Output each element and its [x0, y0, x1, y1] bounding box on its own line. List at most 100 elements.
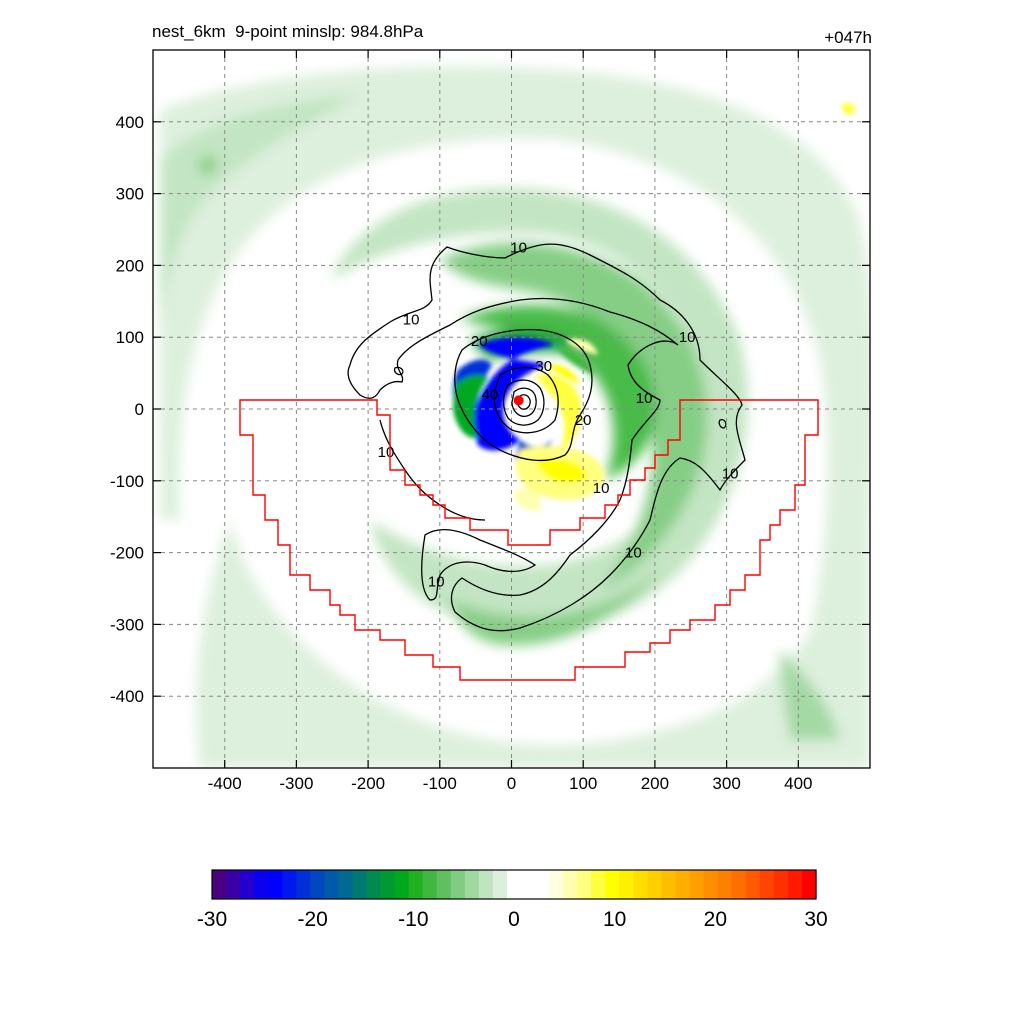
- plot-title: nest_6km 9-point minslp: 984.8hPa: [152, 22, 424, 41]
- colorbar-swatch: [310, 870, 325, 899]
- y-tick-label: -300: [110, 615, 144, 634]
- colorbar-swatch: [675, 870, 691, 899]
- contour-label: 10: [625, 545, 642, 562]
- contour-label: 40: [482, 387, 499, 404]
- colorbar-tick-label: 10: [603, 908, 626, 931]
- forecast-hour-label: +047h: [824, 28, 872, 47]
- y-tick-label: -400: [110, 687, 144, 706]
- contour-label: 10: [593, 480, 610, 497]
- y-tick-label: 100: [116, 328, 144, 347]
- colorbar-swatch: [240, 870, 255, 899]
- x-tick-label: 100: [569, 774, 597, 793]
- colorbar-swatch: [324, 870, 340, 899]
- colorbar-swatch: [605, 870, 620, 899]
- colorbar-swatch: [296, 870, 311, 899]
- contour-label: 10: [428, 573, 445, 590]
- y-axis: 400 300 200 100 0 -100 -200 -300 -400: [110, 113, 870, 706]
- colorbar-tick-label: 30: [804, 908, 827, 931]
- contour-40: [502, 379, 545, 426]
- contour-10-outer: [347, 243, 746, 632]
- colorbar-swatch: [647, 870, 663, 899]
- colorbar-swatch: [661, 870, 677, 899]
- shaded-field: [153, 50, 870, 768]
- contour-inner-1: [511, 387, 537, 417]
- x-tick-label: -400: [208, 774, 242, 793]
- colorbar-swatch: [731, 870, 747, 899]
- colorbar-swatch: [759, 870, 775, 899]
- colorbar-swatch: [464, 870, 480, 899]
- contour-10-south: [421, 528, 537, 601]
- colorbar-swatch: [535, 870, 550, 899]
- colorbar-swatch: [352, 870, 368, 899]
- contour-label: 10: [679, 329, 696, 346]
- contour-label: 10: [378, 444, 395, 461]
- contour-small-1: [718, 419, 727, 429]
- y-tick-label: 200: [116, 256, 144, 275]
- region-outline: [239, 399, 819, 681]
- contour-30: [493, 366, 559, 434]
- colorbar-swatch: [380, 870, 396, 899]
- contour-20: [454, 329, 593, 462]
- colorbar: [211, 869, 817, 900]
- storm-center-marker: [513, 395, 524, 406]
- y-tick-label: 300: [116, 185, 144, 204]
- x-axis: -400 -300 -200 -100 0 100 200 300 400: [208, 50, 812, 793]
- colorbar-swatch: [226, 870, 241, 899]
- y-tick-label: -100: [110, 472, 144, 491]
- contour-labels: 10 10 10 10 10 10 10 10 10 20 20 30 40: [378, 239, 739, 590]
- y-tick-label: 0: [135, 400, 144, 419]
- colorbar-swatch: [745, 870, 761, 899]
- colorbar-swatch: [366, 870, 382, 899]
- contour-label: 20: [471, 333, 488, 350]
- contour-label: 20: [575, 412, 592, 429]
- colorbar-tick-label: -10: [398, 908, 428, 931]
- colorbar-tick-label: 0: [508, 908, 520, 931]
- colorbar-swatch: [549, 870, 564, 899]
- y-tick-label: 400: [116, 113, 144, 132]
- colorbar-swatch: [689, 870, 705, 899]
- colorbar-swatch: [282, 870, 297, 899]
- colorbar-swatch: [268, 870, 283, 899]
- colorbar-swatch: [408, 870, 424, 899]
- x-tick-label: 400: [784, 774, 812, 793]
- contour-label: 30: [535, 358, 552, 375]
- x-tick-label: 300: [712, 774, 740, 793]
- colorbar-swatch: [394, 870, 410, 899]
- colorbar-labels: -30 -20 -10 0 10 20 30: [197, 908, 828, 931]
- colorbar-swatch: [717, 870, 733, 899]
- colorbar-swatch: [506, 870, 522, 899]
- colorbar-swatch: [633, 870, 649, 899]
- colorbar-swatch: [577, 870, 592, 899]
- x-tick-label: -200: [351, 774, 385, 793]
- colorbar-swatch: [422, 870, 438, 899]
- colorbar-tick-label: -30: [197, 908, 227, 931]
- colorbar-frame: [211, 869, 817, 900]
- contour-label: 10: [636, 390, 653, 407]
- colorbar-swatch: [450, 870, 466, 899]
- x-tick-label: -100: [423, 774, 457, 793]
- colorbar-swatch: [492, 870, 508, 899]
- colorbar-swatch: [703, 870, 719, 899]
- colorbar-swatch: [619, 870, 634, 899]
- colorbar-swatch: [254, 870, 269, 899]
- colorbar-swatch: [563, 870, 578, 899]
- contour-small-2: [393, 366, 404, 376]
- colorbar-swatch: [591, 870, 606, 899]
- colorbar-swatch: [436, 870, 452, 899]
- colorbar-swatch: [521, 870, 536, 899]
- contour-label: 10: [510, 239, 527, 256]
- x-tick-label: 0: [507, 774, 516, 793]
- colorbar-tick-label: -20: [297, 908, 327, 931]
- colorbar-swatch: [773, 870, 789, 899]
- colorbar-swatch: [787, 870, 803, 899]
- colorbar-swatch: [338, 870, 354, 899]
- colorbar-swatch: [801, 870, 817, 899]
- contour-label: 10: [722, 466, 739, 483]
- colorbar-swatch: [212, 870, 227, 899]
- colorbar-swatch: [478, 870, 494, 899]
- x-tick-label: 200: [641, 774, 669, 793]
- contour-label: 10: [403, 311, 420, 328]
- y-tick-label: -200: [110, 544, 144, 563]
- x-tick-label: -300: [279, 774, 313, 793]
